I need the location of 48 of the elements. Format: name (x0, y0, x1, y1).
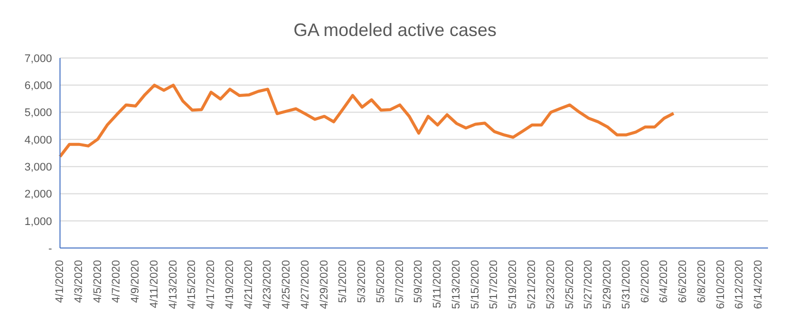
x-tick-label: 6/10/2020 (714, 260, 727, 309)
x-tick-label: 6/8/2020 (696, 260, 708, 303)
x-tick-label: 6/2/2020 (639, 260, 652, 303)
chart-title: GA modeled active cases (292, 19, 498, 42)
x-tick-label: 4/27/2020 (299, 260, 312, 309)
y-tick-label: - (48, 242, 52, 255)
x-tick-label: 4/5/2020 (92, 260, 104, 303)
x-tick-label: 4/19/2020 (224, 260, 236, 309)
x-tick-label: 4/29/2020 (318, 260, 330, 309)
y-tick-label: 6,000 (24, 80, 52, 92)
x-tick-label: 4/3/2020 (72, 260, 85, 303)
x-tick-label: 5/17/2020 (488, 260, 500, 309)
y-tick-label: 4,000 (24, 134, 52, 146)
y-tick-label: 7,000 (24, 52, 52, 65)
y-tick-label: 1,000 (24, 216, 52, 228)
x-tick-label: 5/25/2020 (564, 260, 576, 309)
x-tick-label: 4/25/2020 (280, 260, 293, 309)
y-tick-label: 5,000 (24, 107, 52, 120)
x-tick-label: 5/15/2020 (469, 260, 482, 309)
x-tick-label: 5/29/2020 (602, 260, 614, 309)
x-tick-label: 5/3/2020 (356, 260, 368, 303)
x-tick-label: 4/7/2020 (110, 260, 123, 303)
x-tick-label: 4/23/2020 (262, 260, 274, 309)
x-tick-label: 5/13/2020 (450, 260, 462, 309)
line-series (58, 84, 676, 158)
x-tick-label: 5/1/2020 (337, 260, 350, 303)
x-tick-label: 5/19/2020 (507, 260, 520, 309)
y-tick-label: 3,000 (24, 161, 52, 174)
x-tick-label: 5/11/2020 (432, 260, 444, 308)
x-tick-label: 4/15/2020 (186, 260, 198, 309)
x-tick-label: 4/13/2020 (167, 260, 180, 309)
x-tick-label: 4/1/2020 (54, 260, 66, 303)
x-tick-label: 5/5/2020 (374, 260, 387, 303)
x-tick-label: 5/23/2020 (544, 260, 557, 309)
x-tick-label: 4/11/2020 (148, 260, 160, 308)
x-tick-label: 4/9/2020 (130, 260, 142, 303)
x-tick-label: 5/31/2020 (620, 260, 632, 309)
x-tick-label: 5/27/2020 (582, 260, 595, 309)
x-tick-label: 6/4/2020 (658, 260, 670, 303)
x-tick-label: 6/6/2020 (677, 260, 690, 303)
y-tick-label: 2,000 (24, 188, 52, 201)
x-tick-label: 6/14/2020 (752, 260, 765, 309)
x-tick-label: 4/17/2020 (205, 260, 218, 309)
x-tick-label: 5/9/2020 (412, 260, 425, 303)
x-tick-label: 4/21/2020 (242, 260, 255, 309)
x-tick-label: 6/12/2020 (734, 260, 746, 309)
x-tick-label: 5/7/2020 (394, 260, 406, 303)
x-tick-label: 5/21/2020 (526, 260, 538, 309)
